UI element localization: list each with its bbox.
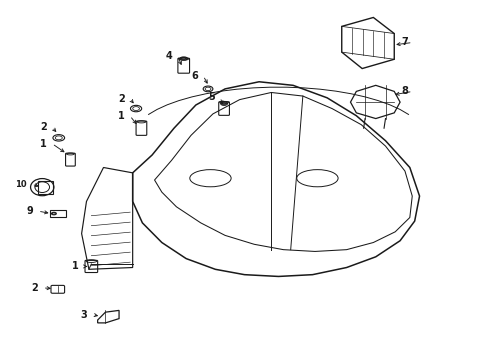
Text: 5: 5 — [208, 92, 215, 102]
Text: 2: 2 — [31, 283, 38, 293]
Text: 10: 10 — [15, 180, 27, 189]
Text: 1: 1 — [118, 111, 124, 121]
Text: 3: 3 — [81, 310, 87, 320]
Text: 7: 7 — [400, 37, 407, 48]
Text: 2: 2 — [118, 94, 124, 104]
Bar — [50, 210, 65, 217]
Text: 6: 6 — [191, 71, 198, 81]
Text: 1: 1 — [71, 261, 78, 271]
Text: 9: 9 — [26, 206, 33, 216]
Text: 8: 8 — [400, 86, 407, 96]
Text: 1: 1 — [41, 139, 47, 149]
Text: 4: 4 — [165, 51, 172, 61]
Bar — [38, 181, 53, 194]
Text: 2: 2 — [41, 122, 47, 132]
